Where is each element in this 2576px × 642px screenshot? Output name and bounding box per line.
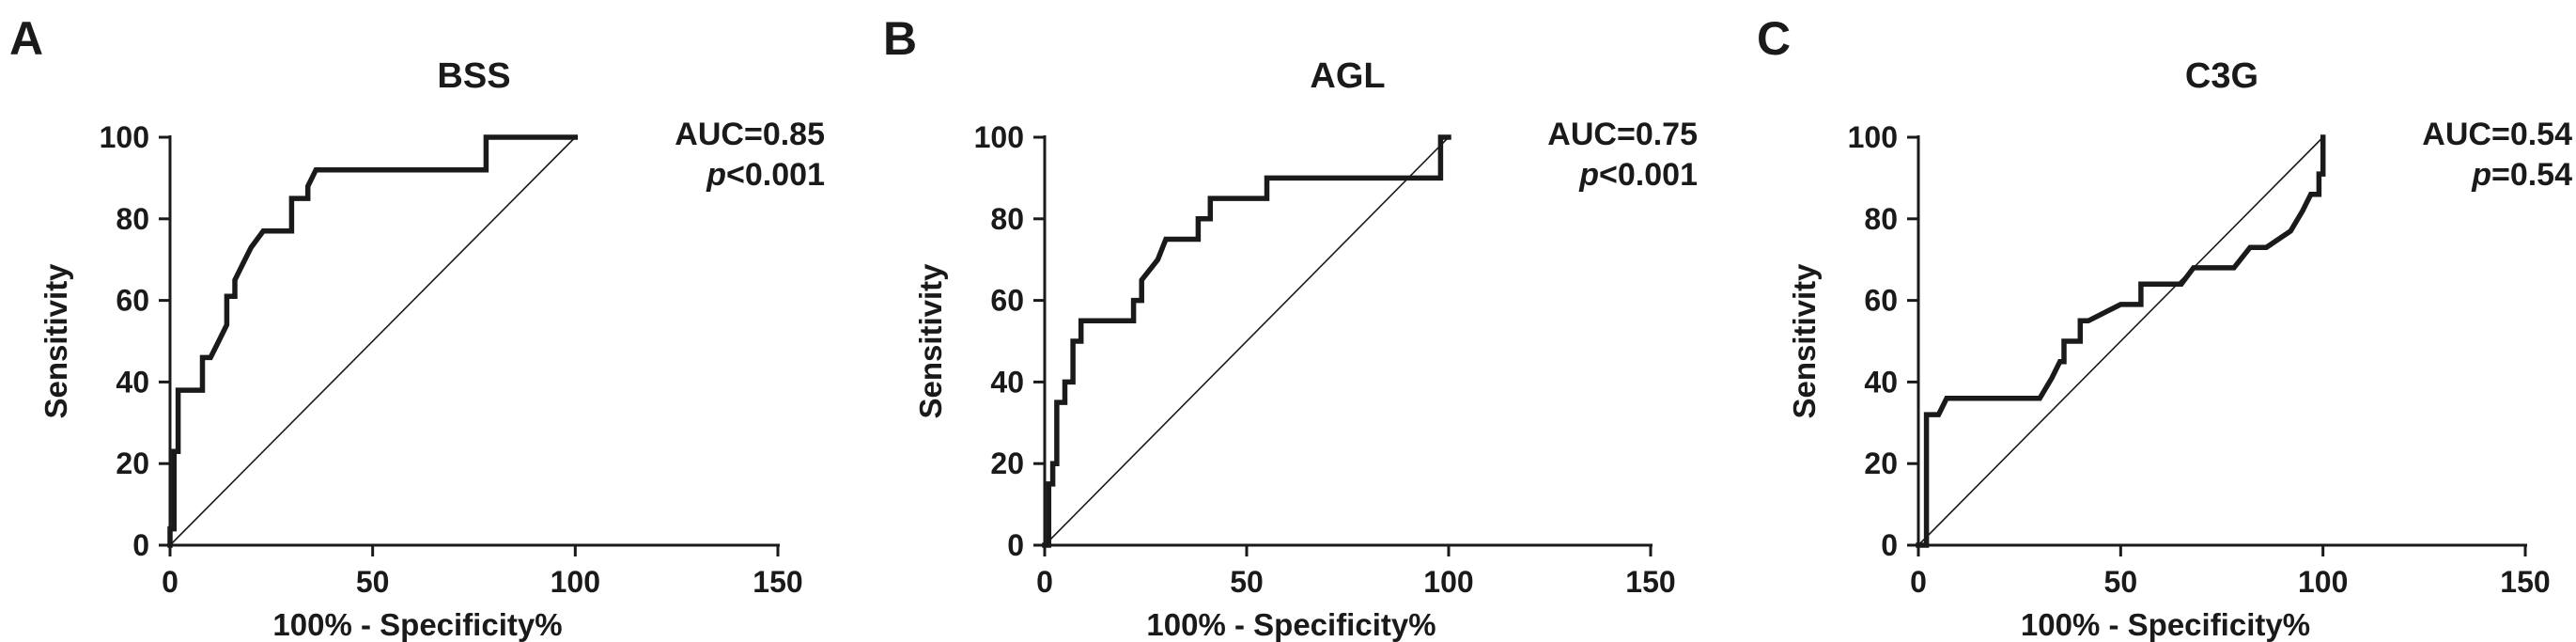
roc-panel-c: C C3G 0 20 40 60 80 100 0 50 100 150 100% - Specific… [1757, 12, 2572, 642]
x-tick-label: 0 [1910, 565, 1927, 599]
y-tick-label: 0 [132, 528, 149, 562]
x-tick-label: 0 [162, 565, 178, 599]
x-tick-label: 0 [1036, 565, 1053, 599]
reference-diagonal-line [1917, 136, 2324, 546]
y-tick-label: 100 [974, 120, 1024, 154]
roc-curve [1042, 134, 1451, 548]
panel-letter: A [9, 12, 43, 65]
y-tick-label: 0 [1007, 528, 1024, 562]
y-tick-label: 40 [1864, 365, 1898, 399]
x-tick-label: 150 [1625, 565, 1675, 599]
y-tick-label: 20 [990, 446, 1024, 480]
panel-letter: B [883, 12, 917, 65]
p-value-text: <0.001 [726, 157, 825, 193]
y-tick-label: 60 [1864, 284, 1898, 318]
x-axis-label: 100% - Specificity% [1146, 607, 1435, 642]
y-tick-label: 80 [116, 202, 149, 236]
x-tick-label: 50 [356, 565, 390, 599]
p-value-annotation: p<0.001 [1578, 157, 1698, 193]
y-tick-label: 40 [990, 365, 1024, 399]
y-axis-label: Sensitivity [1787, 263, 1822, 419]
y-tick-label: 80 [1864, 202, 1898, 236]
y-tick-label: 80 [990, 202, 1024, 236]
x-axis-label: 100% - Specificity% [2021, 607, 2310, 642]
chart-title: BSS [437, 56, 510, 96]
y-tick-label: 20 [116, 446, 149, 480]
auc-annotation: AUC=0.75 [1547, 117, 1698, 152]
y-axis-label: Sensitivity [913, 263, 948, 419]
x-tick-label: 50 [1230, 565, 1264, 599]
x-tick-label: 50 [2104, 565, 2138, 599]
x-tick-label: 100 [551, 565, 600, 599]
p-value-text: <0.001 [1599, 157, 1698, 193]
reference-diagonal-line [1044, 136, 1450, 546]
x-tick-label: 100 [1423, 565, 1473, 599]
x-tick-label: 100 [2298, 565, 2348, 599]
auc-annotation: AUC=0.85 [675, 117, 825, 152]
roc-curve [167, 134, 579, 548]
p-value-annotation: p<0.001 [706, 157, 825, 193]
x-tick-label: 150 [753, 565, 802, 599]
y-tick-label: 60 [990, 284, 1024, 318]
y-tick-label: 40 [116, 365, 149, 399]
roc-curve [1916, 134, 2326, 548]
p-symbol: p [1578, 157, 1599, 193]
p-symbol: p [2471, 157, 2491, 193]
y-tick-label: 100 [100, 120, 149, 154]
chart-title: AGL [1310, 56, 1385, 96]
x-tick-label: 150 [2500, 565, 2550, 599]
y-tick-label: 0 [1881, 528, 1898, 562]
roc-panel-b: B AGL 0 20 40 60 80 100 0 50 100 150 100% - Specific… [883, 12, 1698, 642]
chart-title: C3G [2185, 56, 2258, 96]
p-value-text: =0.54 [2491, 157, 2572, 193]
roc-panel-a: A BSS 0 20 40 60 80 100 0 50 100 150 100% - Specific… [9, 12, 825, 642]
y-tick-label: 60 [116, 284, 149, 318]
y-tick-label: 100 [1848, 120, 1898, 154]
reference-diagonal-line [169, 136, 576, 546]
y-axis-label: Sensitivity [39, 263, 73, 419]
y-tick-label: 20 [1864, 446, 1898, 480]
p-value-annotation: p=0.54 [2471, 157, 2572, 193]
p-symbol: p [706, 157, 726, 193]
auc-annotation: AUC=0.54 [2422, 117, 2572, 152]
panel-letter: C [1757, 12, 1791, 65]
x-axis-label: 100% - Specificity% [272, 607, 562, 642]
